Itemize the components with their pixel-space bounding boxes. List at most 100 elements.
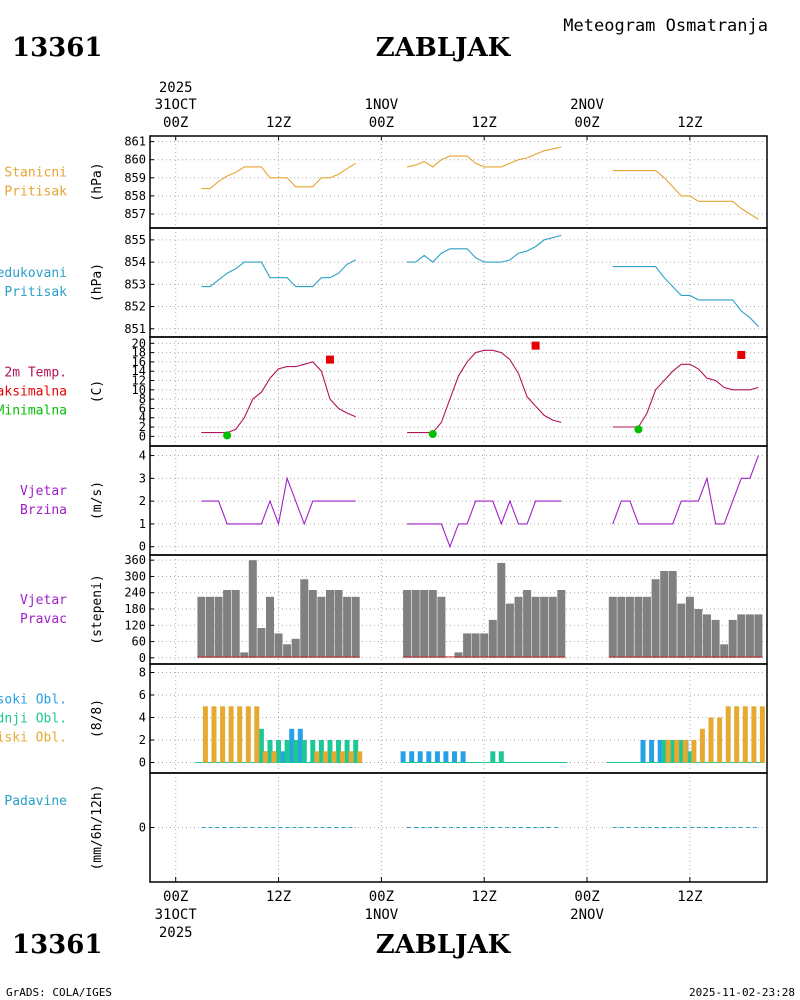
bar-vjetar-pravac bbox=[557, 590, 566, 658]
bar-vjetar-pravac bbox=[480, 633, 489, 658]
bar-vjetar-pravac bbox=[505, 603, 514, 658]
y-tick-label: 8 bbox=[139, 392, 146, 406]
bar-visoki-obl bbox=[280, 751, 286, 763]
bar-niski-obl bbox=[262, 751, 268, 763]
bar-vjetar-pravac bbox=[523, 590, 532, 658]
bar-vjetar-pravac bbox=[660, 571, 669, 658]
panel-frame bbox=[149, 772, 768, 883]
bar-niski-obl bbox=[691, 740, 697, 763]
y-tick-label: 855 bbox=[124, 233, 146, 247]
bottom-axis-date: 2NOV bbox=[570, 907, 604, 923]
panel-side-label: Pravac bbox=[20, 612, 67, 627]
bar-niski-obl bbox=[759, 706, 765, 763]
footer-credit: GrADS: COLA/IGES bbox=[6, 986, 112, 999]
y-tick-label: 857 bbox=[124, 207, 146, 221]
panel-unit-label: (mm/6h/12h) bbox=[90, 784, 105, 870]
bottom-axis-hour: 00Z bbox=[163, 889, 188, 905]
bar-visoki-obl bbox=[657, 740, 663, 763]
y-tick-label: 2 bbox=[139, 733, 146, 747]
bar-srednji-obl bbox=[678, 740, 684, 763]
bar-srednji-obl bbox=[498, 751, 504, 763]
bar-vjetar-pravac bbox=[351, 596, 360, 658]
bar-niski-obl bbox=[717, 717, 723, 763]
top-axis-date: 1NOV bbox=[365, 97, 399, 113]
top-axis-hour: 00Z bbox=[574, 115, 599, 131]
bar-niski-obl bbox=[202, 706, 208, 763]
bar-vjetar-pravac bbox=[617, 596, 626, 658]
bar-visoki-obl bbox=[417, 751, 423, 763]
y-tick-label: 0 bbox=[139, 540, 146, 554]
y-tick-label: 0 bbox=[139, 651, 146, 665]
bottom-axis-hour: 12Z bbox=[266, 889, 291, 905]
bottom-axis-hour: 12Z bbox=[677, 889, 702, 905]
panel-side-label: Pritisak bbox=[4, 185, 67, 200]
y-tick-label: 858 bbox=[124, 189, 146, 203]
bar-srednji-obl bbox=[284, 740, 290, 763]
bar-srednji-obl bbox=[490, 751, 496, 763]
series-line-stanicni-pritisak bbox=[612, 170, 759, 220]
bar-vjetar-pravac bbox=[214, 596, 223, 658]
footer-station-id: 13361 bbox=[12, 930, 102, 960]
y-tick-label: 854 bbox=[124, 255, 146, 269]
y-tick-label: 0 bbox=[139, 821, 146, 835]
bar-niski-obl bbox=[271, 751, 277, 763]
y-tick-label: 6 bbox=[139, 688, 146, 702]
bar-niski-obl bbox=[682, 740, 688, 763]
y-tick-label: 120 bbox=[124, 618, 146, 632]
bar-visoki-obl bbox=[409, 751, 415, 763]
bar-vjetar-pravac bbox=[291, 638, 300, 658]
marker-minimalna bbox=[428, 430, 437, 439]
bar-niski-obl bbox=[220, 706, 226, 763]
bottom-axis-date: 31OCT bbox=[155, 907, 198, 923]
y-tick-label: 4 bbox=[139, 449, 146, 463]
top-axis-hour: 00Z bbox=[369, 115, 394, 131]
bar-niski-obl bbox=[211, 706, 217, 763]
bar-vjetar-pravac bbox=[240, 652, 249, 658]
marker-minimalna bbox=[223, 431, 232, 440]
y-tick-label: 2 bbox=[139, 494, 146, 508]
bar-vjetar-pravac bbox=[197, 596, 206, 658]
bar-vjetar-pravac bbox=[343, 596, 352, 658]
bottom-axis-date: 1NOV bbox=[365, 907, 399, 923]
panel-unit-label: (8/8) bbox=[90, 699, 105, 738]
bar-srednji-obl bbox=[293, 740, 299, 763]
panel-side-label: Vjetar bbox=[20, 593, 67, 608]
bar-vjetar-pravac bbox=[248, 560, 257, 658]
panel-unit-label: (hPa) bbox=[90, 162, 105, 201]
bar-vjetar-pravac bbox=[728, 619, 737, 658]
bar-srednji-obl bbox=[310, 740, 316, 763]
panel-side-label: Vjetar bbox=[20, 484, 67, 499]
panel-station-pressure: 857 858 859 860 861 (hPa) Stanicni Pritisak bbox=[4, 135, 768, 229]
series-line-vjetar-brzina bbox=[201, 476, 356, 526]
bar-vjetar-pravac bbox=[283, 644, 292, 658]
bar-vjetar-pravac bbox=[531, 596, 540, 658]
y-tick-label: 10 bbox=[132, 383, 146, 397]
panel-side-label: Niski Obl. bbox=[0, 731, 67, 746]
bar-vjetar-pravac bbox=[420, 590, 429, 658]
panel-wind-speed: 0 1 2 3 4 (m/s) Vjetar Brzina bbox=[20, 445, 768, 556]
y-tick-label: 180 bbox=[124, 602, 146, 616]
footer-timestamp: 2025-11-02-23:28 bbox=[689, 986, 795, 999]
bar-niski-obl bbox=[708, 717, 714, 763]
bar-vjetar-pravac bbox=[257, 628, 266, 658]
y-tick-label: 18 bbox=[132, 346, 146, 360]
panel-side-label: Padavine bbox=[4, 794, 67, 809]
bottom-axis-hour: 00Z bbox=[574, 889, 599, 905]
bar-niski-obl bbox=[322, 751, 328, 763]
bar-srednji-obl bbox=[670, 740, 676, 763]
panel-unit-label: (stepeni) bbox=[90, 574, 105, 644]
bar-vjetar-pravac bbox=[634, 596, 643, 658]
bar-vjetar-pravac bbox=[488, 619, 497, 658]
y-tick-label: 853 bbox=[124, 277, 146, 291]
bar-vjetar-pravac bbox=[608, 596, 617, 658]
bar-vjetar-pravac bbox=[703, 614, 711, 658]
bar-visoki-obl bbox=[289, 728, 295, 763]
bar-srednji-obl bbox=[344, 740, 350, 763]
chart-panels: 857858859860861(hPa)StanicniPritisak8518… bbox=[0, 135, 768, 883]
y-tick-label: 2 bbox=[139, 420, 146, 434]
panel-side-label: Visoki Obl. bbox=[0, 693, 67, 708]
bar-vjetar-pravac bbox=[548, 596, 557, 658]
bar-vjetar-pravac bbox=[514, 596, 523, 658]
bar-niski-obl bbox=[742, 706, 748, 763]
